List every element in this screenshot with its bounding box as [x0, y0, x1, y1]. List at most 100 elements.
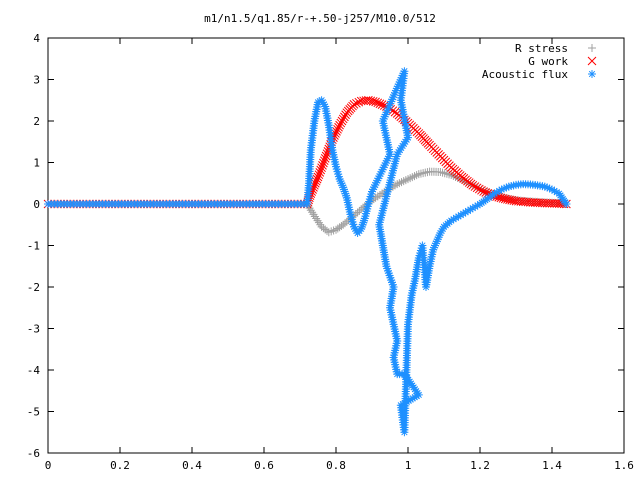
data-point-star — [317, 96, 326, 105]
data-point-star — [388, 280, 397, 289]
data-point-cross — [373, 98, 383, 108]
data-point-star — [328, 146, 337, 155]
data-point-star — [342, 193, 351, 202]
legend-marker — [588, 70, 596, 78]
data-point-star — [369, 185, 378, 194]
data-point-star — [381, 194, 390, 203]
data-point-star — [373, 176, 382, 185]
data-point-star — [346, 210, 355, 219]
data-point-star — [370, 183, 379, 192]
data-point-star — [363, 204, 372, 213]
data-point-star — [378, 206, 387, 215]
data-point-star — [380, 124, 389, 133]
data-point-star — [447, 216, 456, 225]
data-point-star — [386, 176, 395, 185]
data-point-star — [331, 160, 340, 169]
data-point-star — [398, 141, 407, 150]
data-point-star — [339, 185, 348, 194]
data-point-cross — [375, 99, 385, 109]
data-point-star — [473, 201, 482, 210]
data-point-star — [402, 135, 411, 144]
y-tick-label: 4 — [33, 32, 40, 45]
data-point-star — [384, 104, 393, 113]
data-point-star — [431, 241, 439, 250]
data-point-star — [414, 253, 423, 262]
legend-label: G work — [528, 55, 568, 68]
data-point-star — [383, 138, 392, 147]
data-point-star — [379, 163, 388, 172]
data-point-plus — [438, 168, 447, 177]
data-point-cross — [340, 112, 349, 122]
data-point-star — [337, 179, 346, 188]
data-point-star — [430, 243, 439, 252]
data-point-star — [360, 214, 369, 223]
data-point-star — [329, 153, 338, 162]
data-point-star — [340, 187, 349, 196]
data-point-star — [380, 201, 388, 210]
data-point-star — [395, 146, 404, 155]
data-point-star — [384, 145, 393, 154]
series-layer — [43, 67, 571, 437]
data-point-star — [345, 205, 354, 214]
data-point-star — [407, 291, 416, 300]
data-point-cross — [331, 129, 340, 138]
data-point-star — [387, 276, 396, 285]
data-point-star — [466, 205, 475, 214]
data-point-star — [386, 306, 395, 315]
data-point-star — [509, 181, 518, 190]
data-point-star — [390, 348, 399, 357]
data-point-star — [391, 157, 400, 166]
data-point-star — [425, 262, 434, 271]
data-point-cross — [587, 56, 597, 66]
data-point-cross — [349, 100, 359, 109]
data-point-star — [588, 70, 596, 78]
data-point-star — [385, 101, 394, 110]
plot-area — [47, 37, 625, 454]
data-point-star — [406, 395, 415, 404]
data-point-cross — [472, 183, 482, 193]
data-point-star — [388, 278, 396, 287]
data-point-star — [377, 213, 385, 222]
data-point-cross — [337, 116, 347, 126]
y-tick-label: 3 — [33, 74, 40, 87]
data-point-star — [382, 108, 391, 117]
data-point-star — [392, 339, 401, 348]
data-point-star — [382, 156, 391, 165]
y-tick-label: -3 — [27, 323, 40, 336]
data-point-star — [381, 110, 390, 119]
data-point-star — [434, 233, 443, 242]
data-point-star — [385, 147, 394, 156]
data-point-cross — [334, 122, 343, 132]
data-point-plus — [355, 206, 364, 215]
data-point-plus — [412, 171, 421, 180]
data-point-star — [351, 224, 360, 233]
data-point-cross — [312, 174, 322, 184]
x-tick-label: 0.8 — [326, 459, 346, 472]
data-point-plus — [378, 189, 387, 198]
data-point-star — [380, 112, 389, 121]
y-tick-label: -2 — [27, 281, 40, 294]
data-point-star — [391, 360, 400, 369]
data-point-star — [390, 91, 399, 100]
data-point-plus — [393, 180, 402, 189]
data-point-star — [328, 148, 337, 157]
data-point-star — [386, 303, 394, 312]
data-point-cross — [322, 149, 332, 159]
data-point-star — [347, 212, 356, 221]
y-tick-label: -4 — [27, 364, 41, 377]
data-point-cross — [333, 124, 342, 134]
y-tick-label: -1 — [27, 240, 40, 253]
chart-title: m1/n1.5/q1.85/r-+.50-j257/M10.0/512 — [204, 12, 436, 25]
data-point-star — [341, 189, 350, 198]
data-point-star — [379, 121, 388, 130]
data-point-star — [347, 215, 356, 224]
data-point-star — [357, 222, 366, 231]
data-point-plus — [440, 169, 449, 178]
data-point-star — [382, 192, 391, 201]
y-tick-label: 2 — [33, 115, 40, 128]
data-point-plus — [308, 208, 317, 217]
data-point-star — [394, 80, 403, 89]
data-point-star — [435, 231, 444, 240]
